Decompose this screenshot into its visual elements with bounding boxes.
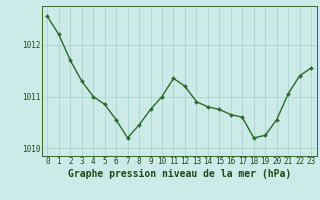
- X-axis label: Graphe pression niveau de la mer (hPa): Graphe pression niveau de la mer (hPa): [68, 169, 291, 179]
